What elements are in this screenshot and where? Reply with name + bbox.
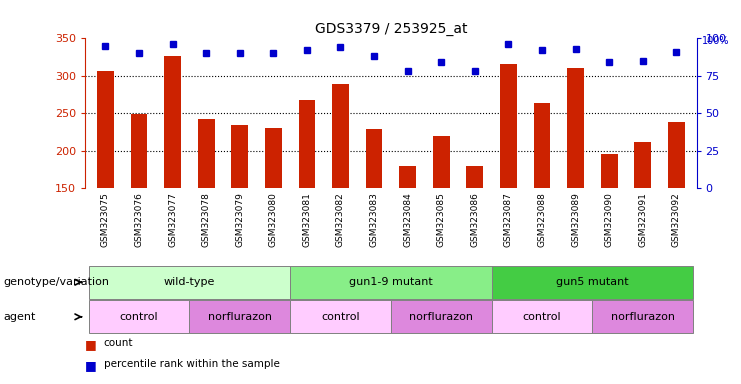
Bar	[466, 166, 483, 301]
Text: control: control	[119, 312, 159, 322]
Bar	[130, 114, 147, 301]
Bar	[500, 64, 516, 301]
Bar	[198, 119, 215, 301]
Text: control: control	[522, 312, 562, 322]
Text: GSM323088: GSM323088	[537, 192, 547, 247]
Text: GSM323083: GSM323083	[370, 192, 379, 247]
Text: ■: ■	[85, 338, 97, 351]
Bar	[190, 300, 290, 333]
Bar	[290, 300, 391, 333]
Bar	[592, 300, 693, 333]
Text: genotype/variation: genotype/variation	[4, 277, 110, 287]
Text: control: control	[321, 312, 360, 322]
Text: gun5 mutant: gun5 mutant	[556, 277, 628, 287]
Title: GDS3379 / 253925_at: GDS3379 / 253925_at	[315, 22, 467, 36]
Text: GSM323078: GSM323078	[202, 192, 210, 247]
Bar	[391, 300, 491, 333]
Bar	[165, 56, 181, 301]
Bar	[366, 129, 382, 301]
Bar	[265, 128, 282, 301]
Text: GSM323089: GSM323089	[571, 192, 580, 247]
Bar	[668, 121, 685, 301]
Text: gun1-9 mutant: gun1-9 mutant	[349, 277, 433, 287]
Text: norflurazon: norflurazon	[207, 312, 272, 322]
Text: GSM323082: GSM323082	[336, 192, 345, 247]
Text: GSM323080: GSM323080	[269, 192, 278, 247]
Text: count: count	[104, 338, 133, 348]
Text: GSM323090: GSM323090	[605, 192, 614, 247]
Bar	[299, 100, 316, 301]
Text: GSM323079: GSM323079	[235, 192, 245, 247]
Text: GSM323092: GSM323092	[672, 192, 681, 247]
Bar	[534, 103, 551, 301]
Bar	[231, 125, 248, 301]
Bar	[89, 300, 190, 333]
Text: GSM323084: GSM323084	[403, 192, 412, 247]
Bar	[567, 68, 584, 301]
Text: GSM323085: GSM323085	[436, 192, 446, 247]
Text: GSM323091: GSM323091	[638, 192, 648, 247]
Text: GSM323081: GSM323081	[302, 192, 311, 247]
Bar	[332, 84, 349, 301]
Text: GSM323075: GSM323075	[101, 192, 110, 247]
Text: wild-type: wild-type	[164, 277, 215, 287]
Text: GSM323086: GSM323086	[471, 192, 479, 247]
Text: norflurazon: norflurazon	[409, 312, 473, 322]
Text: 100%: 100%	[702, 36, 730, 46]
Text: GSM323087: GSM323087	[504, 192, 513, 247]
Bar	[491, 300, 592, 333]
Bar	[601, 154, 617, 301]
Bar	[290, 266, 491, 299]
Bar	[433, 136, 450, 301]
Text: GSM323077: GSM323077	[168, 192, 177, 247]
Text: percentile rank within the sample: percentile rank within the sample	[104, 359, 279, 369]
Bar	[491, 266, 693, 299]
Bar	[97, 71, 114, 301]
Bar	[634, 142, 651, 301]
Bar	[399, 166, 416, 301]
Bar	[89, 266, 290, 299]
Text: norflurazon: norflurazon	[611, 312, 675, 322]
Text: GSM323076: GSM323076	[134, 192, 144, 247]
Text: ■: ■	[85, 359, 97, 372]
Text: agent: agent	[4, 312, 36, 322]
